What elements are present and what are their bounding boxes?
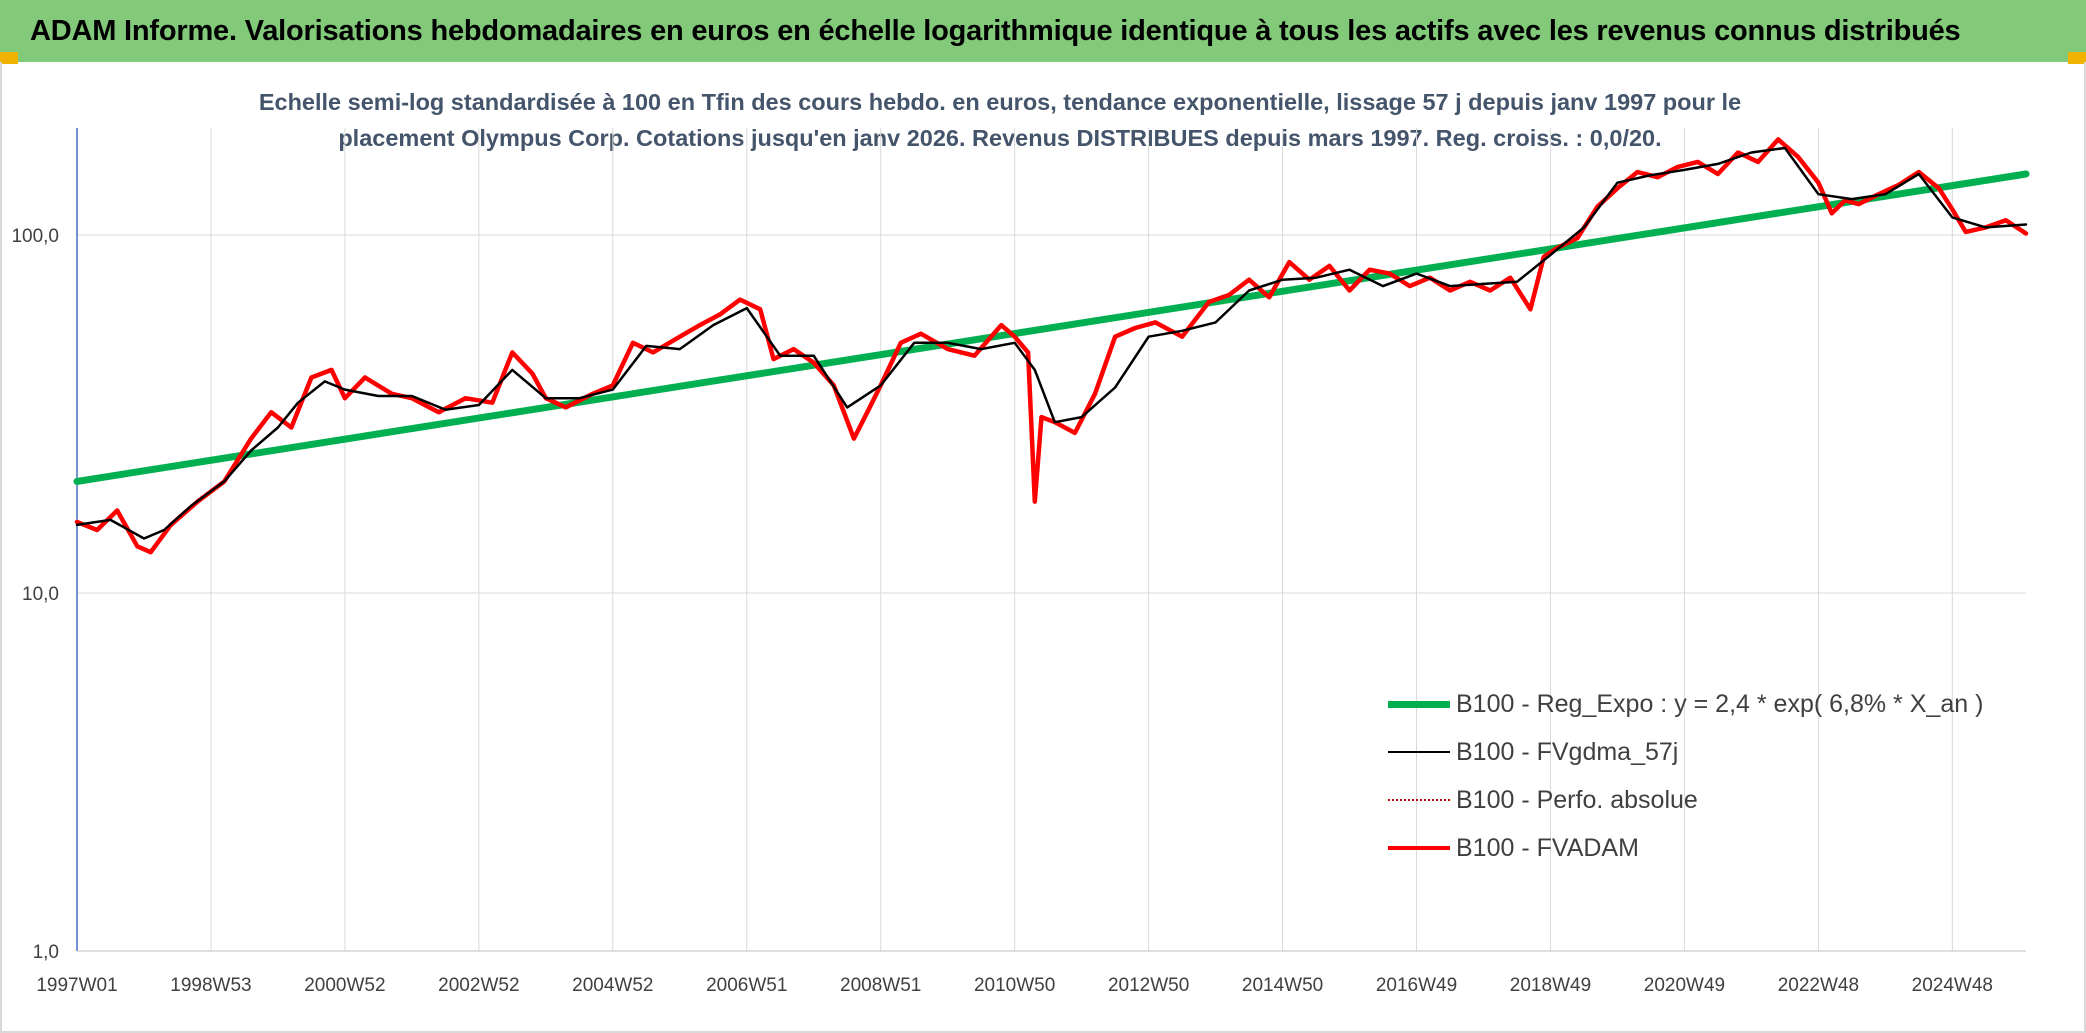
report-header: ADAM Informe. Valorisations hebdomadaire…	[0, 0, 2086, 62]
x-tick-label: 2006W51	[706, 975, 787, 996]
x-tick-label: 2024W48	[1912, 975, 1993, 996]
y-tick-label: 10,0	[22, 584, 59, 605]
legend-entry: B100 - Perfo. absolue	[1388, 776, 2028, 824]
y-tick-label: 1,0	[33, 942, 59, 963]
legend-swatch	[1388, 751, 1450, 753]
x-tick-label: 2002W52	[438, 975, 519, 996]
x-tick-label: 2022W48	[1778, 975, 1859, 996]
legend-label: B100 - Perfo. absolue	[1456, 785, 1698, 814]
x-tick-label: 2008W51	[840, 975, 921, 996]
y-tick-label: 100,0	[11, 226, 59, 247]
legend-entry: B100 - Reg_Expo : y = 2,4 * exp( 6,8% * …	[1388, 680, 2028, 728]
axes	[76, 128, 2026, 952]
x-tick-label: 1997W01	[36, 975, 117, 996]
x-tick-label: 2016W49	[1376, 975, 1457, 996]
report-title: ADAM Informe. Valorisations hebdomadaire…	[30, 14, 1961, 47]
chart-legend: B100 - Reg_Expo : y = 2,4 * exp( 6,8% * …	[1388, 680, 2028, 872]
tick-labels: 1997W01 1998W53 2000W52 2002W52 2004W52 2006W…	[11, 226, 1993, 996]
legend-label: B100 - Reg_Expo : y = 2,4 * exp( 6,8% * …	[1456, 689, 1984, 718]
x-tick-label: 2018W49	[1510, 975, 1591, 996]
x-tick-label: 2000W52	[304, 975, 385, 996]
chart-frame	[0, 62, 2086, 1033]
series-line-fvadam	[74, 137, 2029, 555]
x-tick-label: 1998W53	[170, 975, 251, 996]
legend-label: B100 - FVADAM	[1456, 833, 1639, 862]
series-lines	[73, 137, 2030, 555]
chart-subtitle-line-2: placement Olympus Corp. Cotations jusqu'…	[338, 125, 1662, 151]
legend-swatch	[1388, 799, 1450, 801]
legend-label: B100 - FVgdma_57j	[1456, 737, 1679, 766]
legend-entry: B100 - FVADAM	[1388, 824, 2028, 872]
corner-marker-right	[2068, 52, 2086, 64]
x-tick-label: 2004W52	[572, 975, 653, 996]
chart-subtitle: Echelle semi-log standardisée à 100 en T…	[130, 84, 1870, 156]
legend-swatch	[1388, 846, 1450, 850]
x-tick-label: 2020W49	[1644, 975, 1725, 996]
chart-subtitle-line-1: Echelle semi-log standardisée à 100 en T…	[258, 89, 1742, 115]
legend-swatch	[1388, 700, 1450, 708]
legend-entry: B100 - FVgdma_57j	[1388, 728, 2028, 776]
x-tick-label: 2014W50	[1242, 975, 1323, 996]
corner-marker-left	[0, 52, 18, 64]
x-tick-label: 2010W50	[974, 975, 1055, 996]
series-line-reg-expo	[73, 170, 2030, 485]
x-tick-label: 2012W50	[1108, 975, 1189, 996]
series-line-fvgdma-57j	[75, 146, 2028, 540]
